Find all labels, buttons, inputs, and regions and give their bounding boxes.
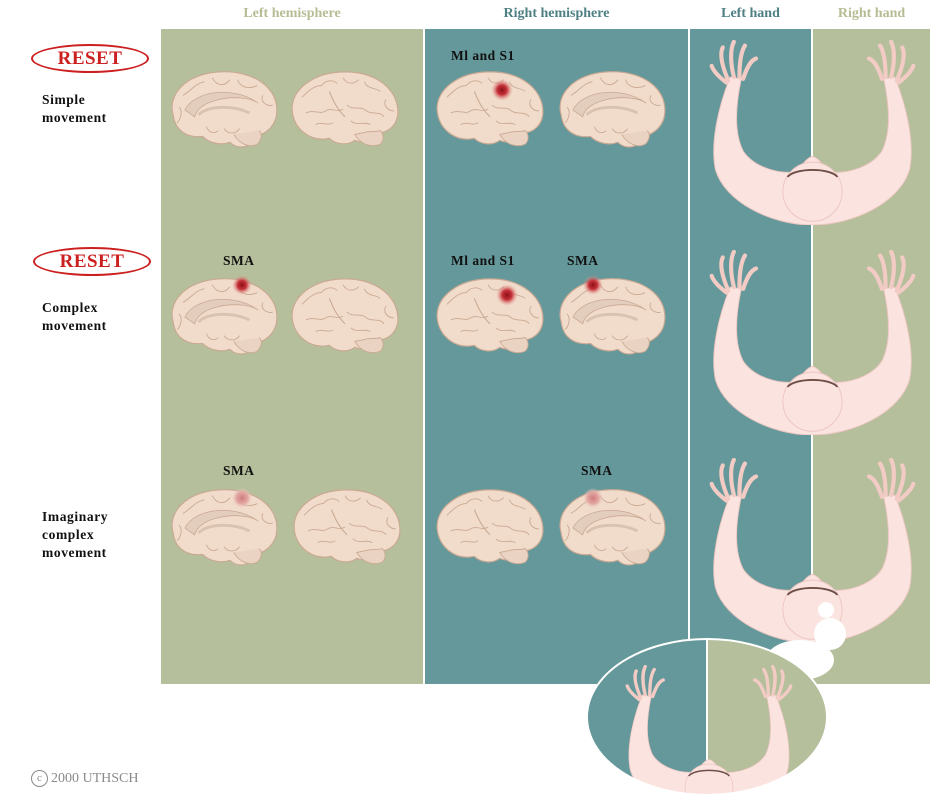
brain-left-medial-complex [165,275,283,361]
left-hand-panel [690,29,811,684]
label-sma-left-imaginary: SMA [223,463,255,478]
imaginary-inset [586,638,828,796]
header-left-hand: Left hand [721,6,780,21]
brain-left-lateral-imaginary [288,484,406,572]
brain-left-lateral-simple [286,66,404,154]
header-right-hemisphere: Right hemisphere [503,6,610,21]
header-right-hand: Right hand [837,6,906,21]
figure-hands-complex [700,250,925,435]
copyright-text: 2000 UTHSCH [51,770,139,786]
row-label-complex: Complex movement [42,300,107,333]
brain-right-medial-imaginary [553,488,671,572]
header-left-hemisphere: Left hemisphere [243,6,341,21]
label-sma-right-imaginary: SMA [581,463,613,478]
brain-left-lateral-complex [286,273,404,361]
figure-hands-simple [700,40,925,225]
label-sma-left-complex: SMA [223,253,255,268]
copyright-notice: c 2000 UTHSCH [31,770,139,787]
brain-right-lateral-imaginary [431,484,549,572]
label-sma-right-complex: SMA [567,253,599,268]
brain-left-medial-imaginary [165,488,283,572]
reset-button-complex[interactable]: RESET [33,247,151,276]
row-label-imaginary: Imaginary complex movement [42,509,109,560]
brain-right-medial-simple [553,66,671,154]
brain-left-medial-simple [165,66,283,154]
label-m1s1-complex: Ml and S1 [451,253,515,268]
brain-right-medial-complex [553,275,671,361]
copyright-symbol: c [31,770,48,787]
label-m1s1-simple: Ml and S1 [451,48,515,63]
reset-button-simple[interactable]: RESET [31,44,149,73]
row-label-simple: Simple movement [42,92,107,125]
brain-right-lateral-simple [431,66,549,154]
brain-right-lateral-complex [431,273,549,361]
